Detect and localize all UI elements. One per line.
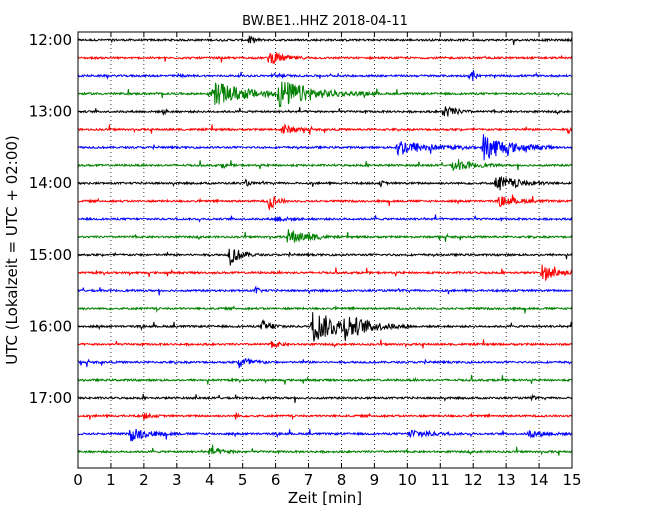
seismogram-traces <box>77 34 573 456</box>
y-tick-label: 16:00 <box>29 317 72 335</box>
trace-1530 <box>77 285 573 296</box>
chart-title: BW.BE1..HHZ 2018-04-11 <box>242 14 408 29</box>
x-tick-label: 11 <box>431 471 450 489</box>
trace-1300 <box>77 106 572 117</box>
x-tick-label: 12 <box>464 471 483 489</box>
x-tick-label: 6 <box>271 471 281 489</box>
trace-1415 <box>77 194 572 211</box>
trace-1730 <box>77 428 573 442</box>
trace-1745 <box>77 444 573 456</box>
trace-1245 <box>77 81 572 108</box>
trace-1715 <box>77 411 573 421</box>
y-tick-label: 14:00 <box>29 174 72 192</box>
trace-1215 <box>77 52 573 65</box>
x-tick-label: 10 <box>398 471 417 489</box>
x-axis-ticks: 0 1 2 3 4 5 6 7 8 9 10 11 12 13 14 15 <box>73 32 582 489</box>
plot-frame <box>77 31 573 469</box>
trace-1700 <box>77 393 573 403</box>
minute-gridlines <box>110 32 540 468</box>
x-axis-label: Zeit [min] <box>288 489 362 507</box>
x-tick-label: 1 <box>106 471 116 489</box>
y-tick-label: 15:00 <box>29 246 72 264</box>
trace-1315 <box>77 123 573 135</box>
trace-1515 <box>77 264 573 282</box>
x-tick-label: 9 <box>370 471 380 489</box>
trace-1600 <box>77 312 573 342</box>
trace-1500 <box>77 248 573 266</box>
trace-1545 <box>77 304 573 314</box>
x-tick-label: 8 <box>337 471 347 489</box>
trace-1630 <box>77 357 573 369</box>
y-axis-label: UTC (Lokalzeit = UTC + 02:00) <box>3 135 21 365</box>
x-tick-label: 13 <box>497 471 516 489</box>
x-tick-label: 0 <box>73 471 83 489</box>
x-tick-label: 14 <box>530 471 549 489</box>
trace-1645 <box>78 374 573 385</box>
trace-1200 <box>77 34 573 46</box>
x-tick-label: 15 <box>562 471 581 489</box>
trace-1445 <box>77 229 573 244</box>
y-tick-label: 17:00 <box>29 389 72 407</box>
trace-1430 <box>77 214 573 223</box>
x-tick-label: 4 <box>205 471 215 489</box>
x-tick-label: 7 <box>304 471 314 489</box>
y-tick-label: 12:00 <box>29 31 72 49</box>
trace-1615 <box>77 339 573 349</box>
y-axis-ticks: 12:00 13:00 14:00 15:00 16:00 17:00 <box>29 31 84 407</box>
trace-1330 <box>77 134 573 161</box>
x-tick-label: 5 <box>238 471 248 489</box>
trace-1345 <box>77 159 572 171</box>
trace-1230 <box>77 70 572 82</box>
y-tick-label: 13:00 <box>29 103 72 121</box>
trace-1400 <box>77 175 573 191</box>
x-tick-label: 3 <box>172 471 182 489</box>
x-tick-label: 2 <box>139 471 149 489</box>
